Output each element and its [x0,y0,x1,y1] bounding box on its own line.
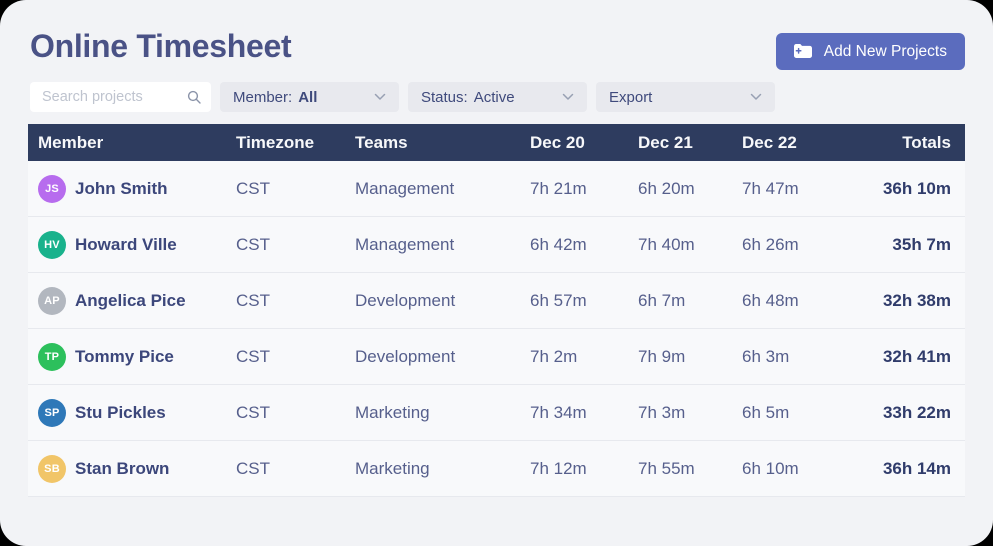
dec21-cell: 7h 40m [638,234,695,254]
chevron-down-icon [562,93,574,101]
table-row: HV Howard Ville CST Management 6h 42m 7h… [28,217,965,273]
total-cell: 32h 41m [882,346,951,366]
chevron-down-icon [374,93,386,101]
team-cell: Marketing [355,458,430,478]
search-projects-box [30,82,211,112]
member-name: Tommy Pice [75,346,174,366]
table-row: SB Stan Brown CST Marketing 7h 12m 7h 55… [28,441,965,497]
table-header-row: Member Timezone Teams Dec 20 Dec 21 Dec … [28,124,965,161]
dec22-cell: 7h 47m [742,178,799,198]
team-cell: Development [355,346,456,366]
avatar: TP [38,342,66,371]
dec22-cell: 6h 3m [742,346,790,366]
member-name: Stu Pickles [75,402,166,422]
timezone-cell: CST [236,402,270,422]
add-new-projects-button[interactable]: Add New Projects [775,33,965,70]
table-row: SP Stu Pickles CST Marketing 7h 34m 7h 3… [28,385,965,441]
timezone-cell: CST [236,234,270,254]
column-header-totals: Totals [902,132,951,152]
member-cell: HV Howard Ville [38,230,236,259]
table-row: JS John Smith CST Management 7h 21m 6h 2… [28,161,965,217]
member-cell: JS John Smith [38,174,236,203]
export-dropdown-label: Export [609,88,653,106]
dec21-cell: 7h 55m [638,458,695,478]
avatar: HV [38,230,66,259]
status-filter-dropdown[interactable]: Status: Active [408,82,587,112]
dec20-cell: 7h 2m [530,346,578,366]
dec20-cell: 6h 42m [530,234,587,254]
timezone-cell: CST [236,178,270,198]
timezone-cell: CST [236,346,270,366]
column-header-dec21: Dec 21 [638,132,693,152]
column-header-timezone: Timezone [236,132,315,152]
member-filter-value: All [298,88,318,106]
total-cell: 36h 14m [882,458,951,478]
dec21-cell: 7h 3m [638,402,686,422]
member-filter-dropdown[interactable]: Member: All [220,82,399,112]
avatar: JS [38,174,66,203]
avatar: AP [38,286,66,315]
dec22-cell: 6h 26m [742,234,799,254]
member-filter-label: Member: [233,88,293,106]
column-header-dec22: Dec 22 [742,132,797,152]
total-cell: 35h 7m [892,234,951,254]
team-cell: Development [355,290,456,310]
page-title: Online Timesheet [30,28,292,64]
dec21-cell: 7h 9m [638,346,686,366]
status-filter-value: Active [473,88,515,106]
search-input[interactable] [42,89,187,105]
member-name: Angelica Pice [75,290,186,310]
table-row: AP Angelica Pice CST Development 6h 57m … [28,273,965,329]
member-cell: TP Tommy Pice [38,342,236,371]
member-name: John Smith [75,178,168,198]
dec22-cell: 6h 48m [742,290,799,310]
team-cell: Management [355,178,455,198]
total-cell: 36h 10m [882,178,951,198]
dec21-cell: 6h 7m [638,290,686,310]
search-icon [187,90,201,104]
timezone-cell: CST [236,458,270,478]
member-cell: SB Stan Brown [38,454,236,483]
team-cell: Management [355,234,455,254]
avatar: SB [38,454,66,483]
add-button-label: Add New Projects [823,42,947,60]
member-cell: SP Stu Pickles [38,398,236,427]
table-body: JS John Smith CST Management 7h 21m 6h 2… [28,161,965,497]
folder-plus-icon [793,44,813,59]
dec20-cell: 7h 21m [530,178,587,198]
total-cell: 32h 38m [882,290,951,310]
timezone-cell: CST [236,290,270,310]
dec20-cell: 6h 57m [530,290,587,310]
filter-bar: Member: All Status: Active Export [30,82,775,112]
total-cell: 33h 22m [882,402,951,422]
member-cell: AP Angelica Pice [38,286,236,315]
member-name: Howard Ville [75,234,177,254]
member-name: Stan Brown [75,458,170,478]
column-header-teams: Teams [355,132,408,152]
timesheet-table: Member Timezone Teams Dec 20 Dec 21 Dec … [28,124,965,497]
chevron-down-icon [750,93,762,101]
dec20-cell: 7h 12m [530,458,587,478]
status-filter-label: Status: [421,88,468,106]
export-dropdown[interactable]: Export [596,82,775,112]
dec22-cell: 6h 5m [742,402,790,422]
dec20-cell: 7h 34m [530,402,587,422]
table-row: TP Tommy Pice CST Development 7h 2m 7h 9… [28,329,965,385]
column-header-member: Member [38,132,104,152]
dec21-cell: 6h 20m [638,178,695,198]
column-header-dec20: Dec 20 [530,132,585,152]
team-cell: Marketing [355,402,430,422]
avatar: SP [38,398,66,427]
dec22-cell: 6h 10m [742,458,799,478]
